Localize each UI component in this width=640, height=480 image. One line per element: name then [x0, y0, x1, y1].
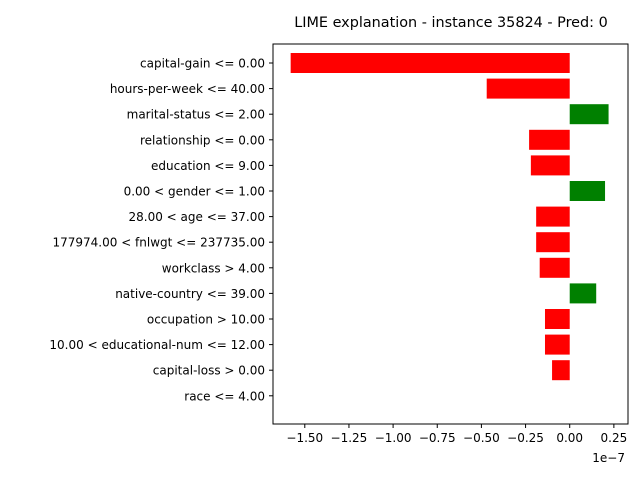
x-tick-label: −0.25: [507, 431, 544, 445]
x-offset-label: 1e−7: [592, 451, 625, 465]
x-ticks: −1.50 −1.25 −1.00 −0.75 −0.50 −0.25 0.00 0.25: [286, 424, 627, 445]
y-tick-label: relationship <= 0.00: [140, 133, 265, 147]
bar: [544, 309, 570, 329]
x-tick-label: −0.50: [463, 431, 500, 445]
plot-frame: [272, 43, 629, 425]
bar: [539, 257, 570, 278]
y-tick-label: 177974.00 < fnlwgt <= 237735.00: [52, 236, 265, 250]
x-tick-label: 0.25: [601, 431, 628, 445]
y-tick-label: race <= 4.00: [184, 389, 265, 403]
x-tick-label: −1.00: [375, 431, 412, 445]
y-tick-label: education <= 9.00: [151, 159, 265, 173]
y-tick-label: 0.00 < gender <= 1.00: [124, 185, 265, 199]
y-tick-label: 28.00 < age <= 37.00: [129, 210, 265, 224]
x-tick-label: −0.75: [419, 431, 456, 445]
y-tick-label: workclass > 4.00: [162, 261, 265, 275]
y-tick-label: occupation > 10.00: [147, 313, 265, 327]
bar: [530, 155, 570, 176]
bar: [552, 360, 570, 381]
bar: [290, 53, 570, 73]
y-tick-label: native-country <= 39.00: [115, 287, 265, 301]
bar: [536, 206, 570, 227]
y-tick-label: capital-gain <= 0.00: [140, 57, 265, 71]
bar: [486, 78, 570, 99]
chart-title: LIME explanation - instance 35824 - Pred…: [294, 15, 608, 31]
y-tick-labels: capital-gain <= 0.00 hours-per-week <= 40…: [49, 57, 273, 403]
bar: [569, 104, 609, 125]
bars-group: [290, 53, 609, 381]
bar: [529, 129, 570, 150]
bar: [569, 283, 597, 304]
y-tick-label: marital-status <= 2.00: [127, 108, 265, 122]
y-tick-label: 10.00 < educational-num <= 12.00: [49, 338, 265, 352]
y-tick-label: capital-loss > 0.00: [153, 364, 265, 378]
bar: [536, 232, 570, 253]
bar: [544, 334, 570, 355]
x-tick-label: −1.25: [331, 431, 368, 445]
x-tick-label: −1.50: [286, 431, 323, 445]
bar: [569, 181, 606, 201]
x-tick-label: 0.00: [556, 431, 583, 445]
y-tick-label: hours-per-week <= 40.00: [110, 82, 265, 96]
